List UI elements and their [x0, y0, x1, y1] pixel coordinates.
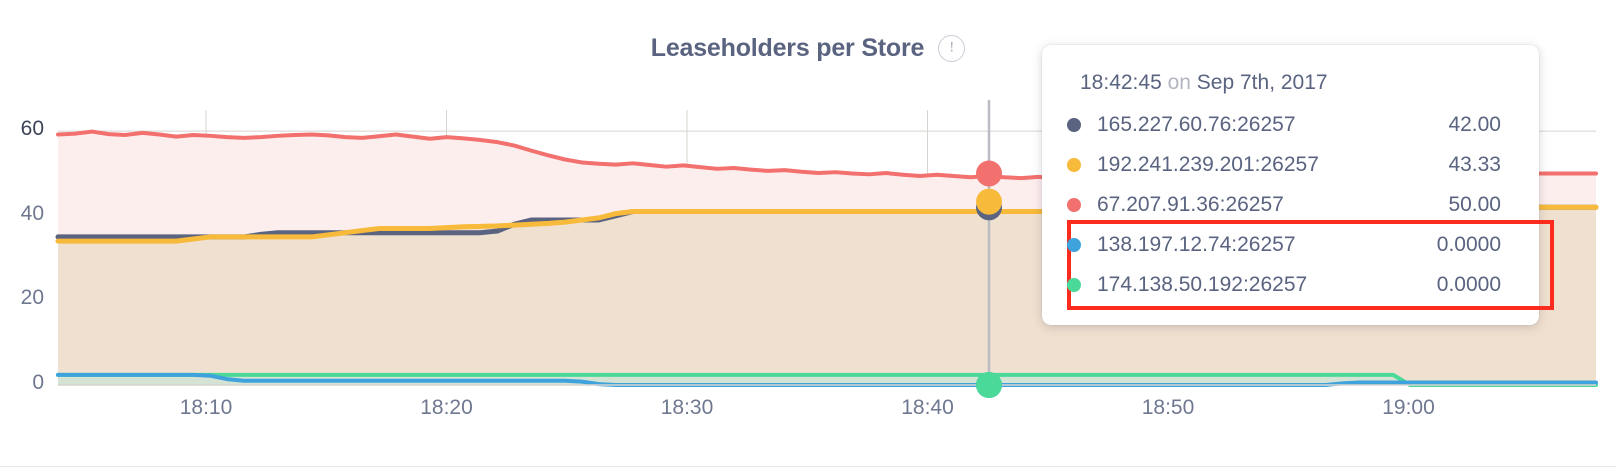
series-color-dot-icon: [1067, 118, 1081, 132]
hover-marker: [976, 372, 1002, 398]
tooltip-date: Sep 7th, 2017: [1196, 71, 1328, 94]
y-axis-tick-label: 40: [20, 201, 44, 225]
y-axis-tick-label: 20: [20, 286, 44, 310]
tooltip-series-label: 67.207.91.36:26257: [1097, 193, 1284, 216]
y-axis-tick-label: 0: [32, 371, 44, 394]
series-color-dot-icon: [1067, 278, 1081, 292]
hover-marker: [976, 188, 1002, 215]
x-axis-tick-label: 18:40: [901, 396, 954, 419]
tooltip-series-label: 138.197.12.74:26257: [1097, 233, 1296, 256]
tooltip-on-word: on: [1167, 71, 1191, 94]
tooltip-series-value: 50.00: [1448, 193, 1501, 216]
tooltip-row: 192.241.239.201:26257 43.33: [1042, 145, 1539, 185]
tooltip-row: 165.227.60.76:26257 42.00: [1042, 105, 1539, 145]
tooltip-series-value: 43.33: [1448, 153, 1501, 176]
series-color-dot-icon: [1067, 198, 1081, 212]
x-axis-tick-label: 18:20: [420, 396, 473, 419]
x-axis-tick-label: 18:30: [660, 396, 714, 419]
series-color-dot-icon: [1067, 158, 1081, 172]
tooltip-row: 174.138.50.192:26257 0.0000: [1042, 265, 1539, 305]
tooltip-time: 18:42:45: [1080, 71, 1162, 94]
tooltip-series-label: 174.138.50.192:26257: [1097, 273, 1308, 296]
chart-tooltip: 18:42:45 on Sep 7th, 2017 165.227.60.76:…: [1042, 45, 1554, 325]
x-axis-tick-label: 18:50: [1141, 396, 1195, 419]
tooltip-series-label: 192.241.239.201:26257: [1097, 153, 1319, 176]
tooltip-series-label: 165.227.60.76:26257: [1097, 113, 1296, 136]
y-axis-tick-label: 60: [20, 117, 44, 141]
series-color-dot-icon: [1067, 238, 1081, 252]
tooltip-timestamp: 18:42:45 on Sep 7th, 2017: [1042, 71, 1539, 95]
panel-divider: [0, 466, 1616, 467]
x-axis-tick-label: 19:00: [1382, 396, 1435, 419]
hover-marker: [976, 160, 1002, 187]
tooltip-row: 138.197.12.74:26257 0.0000: [1042, 225, 1539, 265]
tooltip-series-value: 42.00: [1448, 113, 1501, 136]
x-axis-tick-label: 18:10: [179, 396, 233, 419]
tooltip-series-value: 0.0000: [1436, 233, 1501, 256]
series-line: [56, 372, 1598, 387]
tooltip-row: 67.207.91.36:26257 50.00: [1042, 185, 1539, 225]
tooltip-series-list: 165.227.60.76:26257 42.00 192.241.239.201:…: [1042, 105, 1554, 310]
tooltip-series-value: 0.0000: [1436, 273, 1501, 296]
